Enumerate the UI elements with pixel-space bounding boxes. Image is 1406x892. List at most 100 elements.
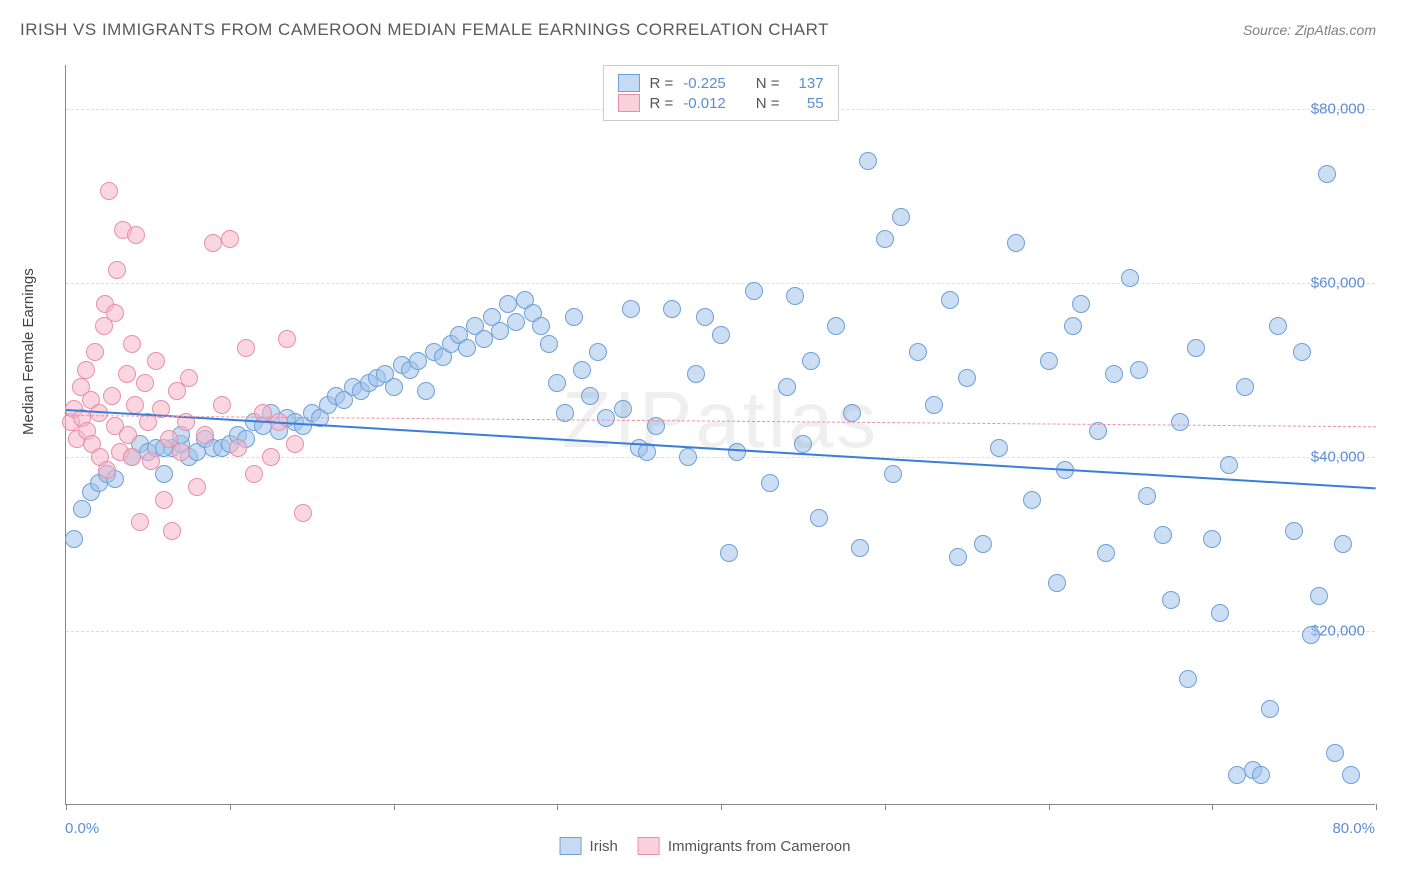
scatter-point	[532, 317, 550, 335]
x-tick	[394, 804, 395, 810]
legend-label: Immigrants from Cameroon	[668, 838, 851, 855]
scatter-point	[294, 504, 312, 522]
scatter-point	[123, 335, 141, 353]
scatter-point	[1318, 165, 1336, 183]
scatter-point	[1326, 744, 1344, 762]
chart-title: IRISH VS IMMIGRANTS FROM CAMEROON MEDIAN…	[20, 20, 829, 40]
scatter-point	[663, 300, 681, 318]
n-value: 55	[790, 95, 824, 112]
scatter-point	[827, 317, 845, 335]
x-tick	[1376, 804, 1377, 810]
scatter-point	[1269, 317, 1287, 335]
scatter-point	[123, 448, 141, 466]
scatter-point	[1252, 766, 1270, 784]
scatter-point	[118, 365, 136, 383]
scatter-point	[1023, 491, 1041, 509]
scatter-point	[278, 330, 296, 348]
scatter-point	[1097, 544, 1115, 562]
scatter-point	[1171, 413, 1189, 431]
scatter-point	[712, 326, 730, 344]
scatter-point	[909, 343, 927, 361]
scatter-point	[286, 435, 304, 453]
scatter-point	[1228, 766, 1246, 784]
x-tick	[1212, 804, 1213, 810]
scatter-point	[98, 461, 116, 479]
scatter-point	[1187, 339, 1205, 357]
scatter-point	[720, 544, 738, 562]
x-min-label: 0.0%	[65, 820, 99, 837]
scatter-point	[794, 435, 812, 453]
r-value: -0.012	[683, 95, 726, 112]
scatter-point	[491, 322, 509, 340]
scatter-point	[100, 182, 118, 200]
scatter-point	[1138, 487, 1156, 505]
scatter-point	[540, 335, 558, 353]
r-label: R =	[649, 95, 673, 112]
legend-swatch	[617, 74, 639, 92]
scatter-point	[1285, 522, 1303, 540]
scatter-point	[106, 304, 124, 322]
x-tick	[557, 804, 558, 810]
r-label: R =	[649, 75, 673, 92]
scatter-point	[884, 465, 902, 483]
legend-item: Immigrants from Cameroon	[638, 837, 851, 855]
scatter-point	[614, 400, 632, 418]
scatter-point	[778, 378, 796, 396]
plot-area: ZIPatlas R =-0.225N =137R =-0.012N =55 $…	[65, 65, 1375, 805]
scatter-point	[103, 387, 121, 405]
scatter-point	[136, 374, 154, 392]
scatter-point	[1130, 361, 1148, 379]
scatter-point	[1342, 766, 1360, 784]
x-tick	[885, 804, 886, 810]
scatter-point	[622, 300, 640, 318]
scatter-point	[458, 339, 476, 357]
scatter-point	[245, 465, 263, 483]
scatter-point	[180, 369, 198, 387]
scatter-point	[119, 426, 137, 444]
x-tick	[721, 804, 722, 810]
scatter-point	[1302, 626, 1320, 644]
scatter-point	[262, 448, 280, 466]
x-tick	[230, 804, 231, 810]
scatter-point	[65, 530, 83, 548]
x-max-label: 80.0%	[1332, 820, 1375, 837]
scatter-point	[507, 313, 525, 331]
scatter-point	[810, 509, 828, 527]
correlation-legend: R = -0.225 N = 137 R = -0.012 N = 55	[602, 65, 838, 121]
scatter-point	[597, 409, 615, 427]
scatter-point	[155, 465, 173, 483]
series-legend: IrishImmigrants from Cameroon	[560, 837, 851, 855]
scatter-point	[155, 491, 173, 509]
scatter-point	[1179, 670, 1197, 688]
grid-line	[66, 631, 1375, 632]
scatter-point	[1203, 530, 1221, 548]
r-value: -0.225	[683, 75, 726, 92]
source-label: Source: ZipAtlas.com	[1243, 22, 1376, 38]
scatter-point	[1162, 591, 1180, 609]
scatter-point	[475, 330, 493, 348]
y-axis-label: Median Female Earnings	[20, 268, 37, 435]
scatter-point	[196, 426, 214, 444]
scatter-point	[221, 230, 239, 248]
n-label: N =	[756, 95, 780, 112]
scatter-point	[204, 234, 222, 252]
scatter-point	[126, 396, 144, 414]
scatter-point	[1121, 269, 1139, 287]
legend-row: R = -0.012 N = 55	[617, 94, 823, 112]
n-value: 137	[790, 75, 824, 92]
scatter-point	[941, 291, 959, 309]
chart-header: IRISH VS IMMIGRANTS FROM CAMEROON MEDIAN…	[0, 0, 1406, 50]
scatter-point	[499, 295, 517, 313]
scatter-point	[949, 548, 967, 566]
legend-row: R =-0.225N =137	[617, 74, 823, 92]
scatter-point	[213, 396, 231, 414]
scatter-point	[565, 308, 583, 326]
scatter-point	[73, 500, 91, 518]
scatter-point	[548, 374, 566, 392]
scatter-point	[127, 226, 145, 244]
scatter-point	[728, 443, 746, 461]
scatter-point	[131, 513, 149, 531]
scatter-point	[696, 308, 714, 326]
scatter-point	[237, 339, 255, 357]
x-tick	[66, 804, 67, 810]
